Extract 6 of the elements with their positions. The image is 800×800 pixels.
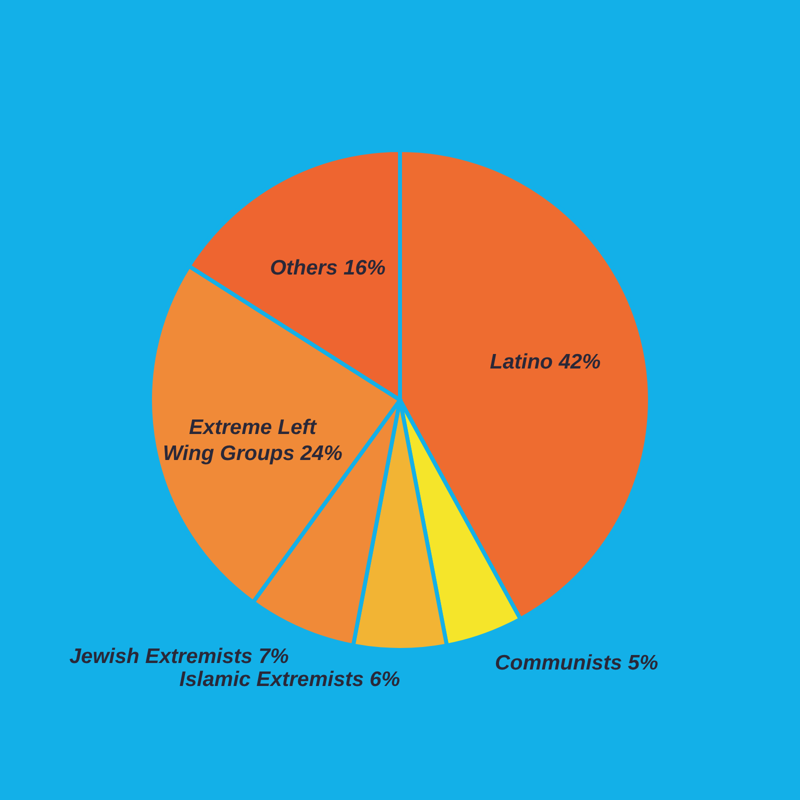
slice-label: Latino 42% xyxy=(490,350,602,374)
slice-label: Others 16% xyxy=(270,256,386,280)
slice-label: Jewish Extremists 7% xyxy=(69,644,290,668)
slice-label: Islamic Extremists 6% xyxy=(179,668,400,691)
slice-label: Extreme Left Wing Groups 24% xyxy=(162,416,343,466)
slice-label: Communists 5% xyxy=(494,651,659,674)
